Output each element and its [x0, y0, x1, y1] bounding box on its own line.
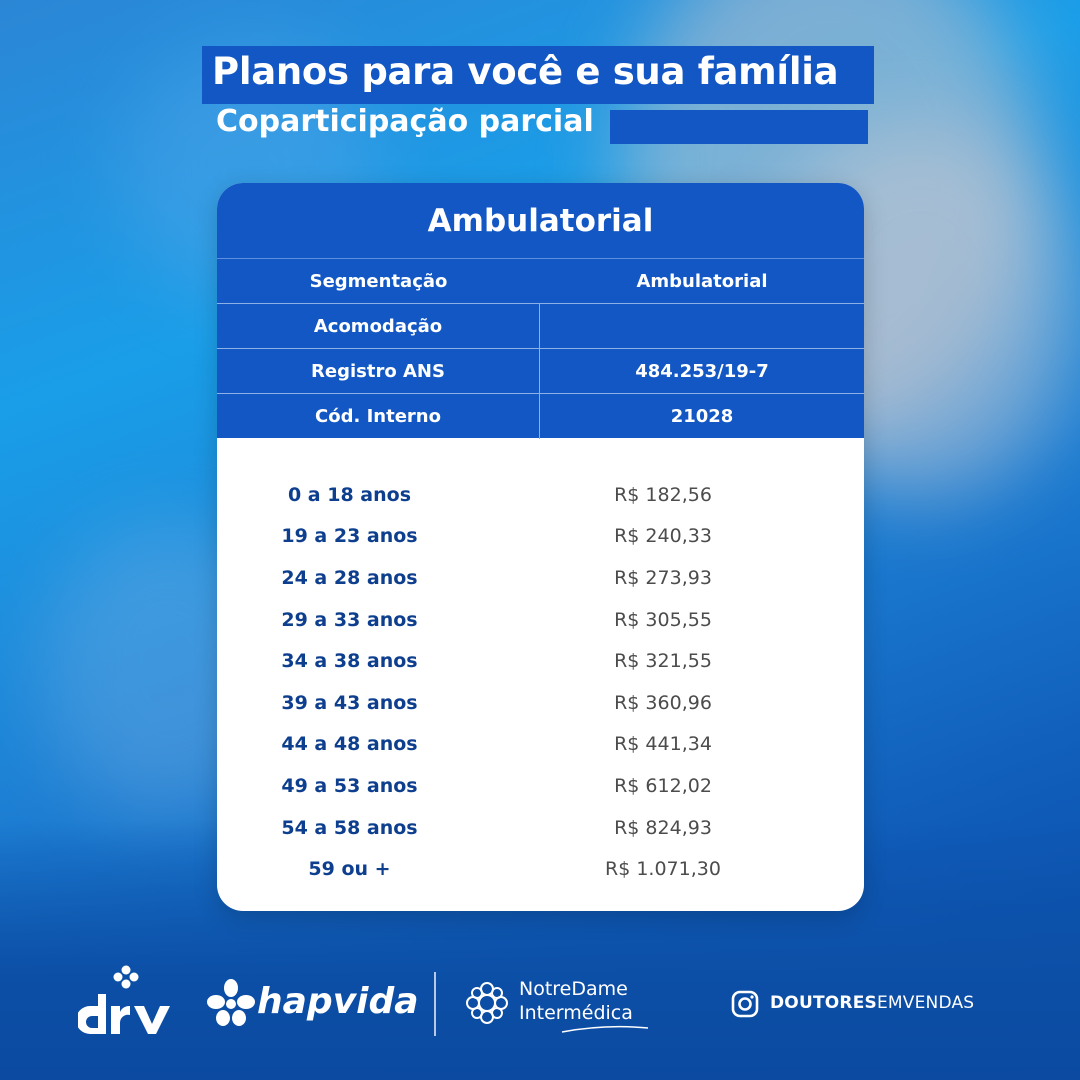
age-range: 54 a 58 anos — [281, 816, 418, 839]
price-value: R$ 305,55 — [614, 608, 712, 631]
notredame-emblem-icon — [466, 982, 508, 1024]
info-row: Cód. Interno 21028 — [217, 394, 864, 439]
price-row: 34 a 38 anos R$ 321,55 — [217, 640, 864, 682]
subtitle-highlight — [610, 110, 868, 144]
info-label: Cód. Interno — [217, 394, 540, 439]
info-value: 21028 — [670, 406, 734, 427]
price-row: 24 a 28 anos R$ 273,93 — [217, 557, 864, 599]
price-row: 19 a 23 anos R$ 240,33 — [217, 516, 864, 558]
page-subtitle: Coparticipação parcial — [216, 104, 594, 139]
price-row: 54 a 58 anos R$ 824,93 — [217, 807, 864, 849]
notredame-logo-text: Intermédica — [519, 1002, 633, 1024]
info-row: Registro ANS 484.253/19-7 — [217, 349, 864, 394]
title-highlight — [202, 46, 874, 104]
logo-divider — [434, 972, 436, 1036]
plan-card-header: Ambulatorial Segmentação Ambulatorial Ac… — [217, 183, 864, 439]
notredame-logo-text: NotreDame — [519, 978, 628, 1000]
age-range: 44 a 48 anos — [281, 733, 418, 756]
page-title: Planos para você e sua família — [212, 50, 839, 93]
price-value: R$ 612,02 — [614, 774, 712, 797]
price-value: R$ 360,96 — [614, 691, 712, 714]
age-range: 24 a 28 anos — [281, 566, 418, 589]
info-row: Segmentação Ambulatorial — [217, 259, 864, 304]
price-row: 39 a 43 anos R$ 360,96 — [217, 682, 864, 724]
hapvida-logo-text: hapvida — [257, 981, 419, 1022]
age-range: 59 ou + — [308, 858, 391, 881]
plan-card: Ambulatorial Segmentação Ambulatorial Ac… — [217, 183, 864, 911]
instagram-handle-regular: EMVENDAS — [876, 993, 975, 1013]
price-value: R$ 321,55 — [614, 650, 712, 673]
price-row: 59 ou + R$ 1.071,30 — [217, 848, 864, 890]
instagram-handle[interactable]: DOUTORESEMVENDAS — [770, 993, 974, 1013]
price-row: 49 a 53 anos R$ 612,02 — [217, 765, 864, 807]
info-value: 484.253/19-7 — [635, 360, 769, 382]
info-value: Ambulatorial — [636, 270, 768, 292]
age-range: 0 a 18 anos — [287, 483, 412, 506]
drv-logo-icon — [78, 965, 170, 1034]
price-value: R$ 824,93 — [614, 816, 712, 839]
age-range: 19 a 23 anos — [281, 525, 418, 548]
plan-card-title: Ambulatorial — [217, 183, 864, 259]
price-row: 29 a 33 anos R$ 305,55 — [217, 599, 864, 641]
notredame-swoosh-icon — [561, 1025, 649, 1033]
price-value: R$ 441,34 — [614, 733, 712, 756]
price-value: R$ 273,93 — [614, 566, 712, 589]
price-table: 0 a 18 anos R$ 182,56 19 a 23 anos R$ 24… — [217, 438, 864, 890]
age-range: 39 a 43 anos — [281, 691, 418, 714]
info-label: Segmentação — [309, 270, 448, 292]
info-row: Acomodação — [217, 304, 864, 349]
price-row: 0 a 18 anos R$ 182,56 — [217, 474, 864, 516]
info-label: Registro ANS — [217, 349, 540, 393]
footer-logos: hapvida NotreDame Intermédica DOUTORESEM… — [0, 950, 1080, 1050]
info-label: Acomodação — [217, 304, 540, 348]
age-range: 34 a 38 anos — [281, 650, 418, 673]
hapvida-flower-icon — [207, 979, 255, 1026]
price-row: 44 a 48 anos R$ 441,34 — [217, 724, 864, 766]
price-value: R$ 182,56 — [614, 483, 712, 506]
instagram-icon — [731, 990, 759, 1018]
price-value: R$ 240,33 — [614, 525, 712, 548]
age-range: 49 a 53 anos — [281, 774, 418, 797]
age-range: 29 a 33 anos — [281, 608, 418, 631]
instagram-handle-bold: DOUTORES — [770, 993, 877, 1013]
price-value: R$ 1.071,30 — [605, 858, 721, 881]
info-value — [540, 304, 864, 348]
